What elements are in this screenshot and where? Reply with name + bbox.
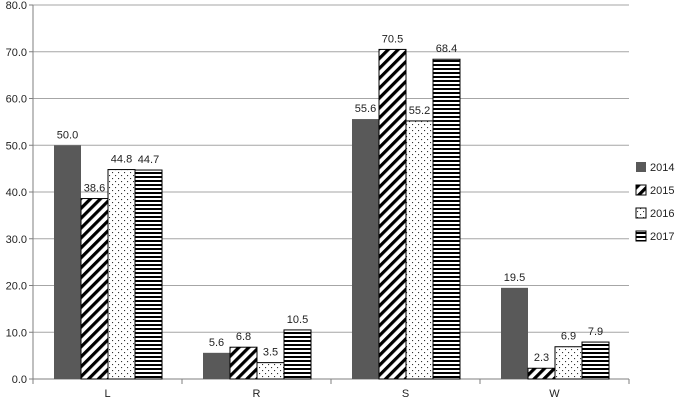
bar-2014-S bbox=[352, 119, 379, 379]
y-tick-label: 70.0 bbox=[6, 47, 27, 59]
legend-swatch bbox=[635, 207, 647, 219]
data-label: 6.9 bbox=[561, 331, 576, 343]
x-tick-label: W bbox=[549, 388, 560, 400]
data-label: 55.6 bbox=[355, 103, 376, 115]
data-label: 5.6 bbox=[209, 337, 224, 349]
bar-2017-L bbox=[134, 169, 163, 380]
axes: 0.0 10.0 20.0 30.0 40.0 50.0 60.0 70.0 80.0 L R S W bbox=[6, 0, 630, 400]
bar-2016-W bbox=[554, 346, 583, 380]
data-label: 2.3 bbox=[534, 352, 549, 364]
y-tick-label: 20.0 bbox=[6, 281, 27, 293]
bar-2017-R bbox=[283, 329, 312, 380]
legend-swatch bbox=[635, 230, 647, 242]
y-tick-label: 30.0 bbox=[6, 234, 27, 246]
bar-2017-W bbox=[581, 341, 610, 380]
bar-2015-W bbox=[527, 367, 556, 380]
x-tick-label: L bbox=[104, 388, 110, 400]
y-tick-label: 0.0 bbox=[12, 374, 27, 386]
data-label: 55.2 bbox=[409, 105, 430, 117]
y-tick-label: 40.0 bbox=[6, 187, 27, 199]
data-label: 38.6 bbox=[84, 183, 105, 195]
data-label: 44.8 bbox=[111, 154, 132, 166]
data-label: 7.9 bbox=[588, 326, 603, 338]
x-tick-label: S bbox=[402, 388, 409, 400]
bar-2017-S bbox=[432, 58, 461, 380]
bar-2016-R bbox=[256, 362, 285, 380]
bar-2015-L bbox=[80, 198, 109, 380]
bars bbox=[54, 48, 610, 380]
y-tick-label: 50.0 bbox=[6, 140, 27, 152]
bar-2015-R bbox=[229, 346, 258, 380]
bar-2015-S bbox=[378, 48, 407, 380]
bar-2014-L bbox=[54, 145, 81, 379]
data-label: 44.7 bbox=[138, 154, 159, 166]
x-tick-label: R bbox=[253, 388, 261, 400]
data-label: 10.5 bbox=[287, 314, 308, 326]
data-label: 68.4 bbox=[436, 43, 457, 55]
data-label: 3.5 bbox=[263, 347, 278, 359]
legend: 2014 2015 2016 2017 bbox=[635, 162, 674, 243]
data-label: 50.0 bbox=[57, 129, 78, 141]
data-label: 19.5 bbox=[504, 272, 525, 284]
bar-2014-W bbox=[501, 287, 528, 379]
legend-label: 2017 bbox=[650, 231, 674, 243]
y-tick-label: 60.0 bbox=[6, 94, 27, 106]
y-tick-label: 80.0 bbox=[6, 0, 27, 12]
bar-2016-S bbox=[405, 120, 434, 380]
data-labels: 50.0 5.6 55.6 19.5 38.6 6.8 70.5 2.3 44.8 3.5 55.2… bbox=[57, 33, 603, 364]
bar-2016-L bbox=[107, 169, 136, 380]
legend-label: 2015 bbox=[650, 185, 674, 197]
bar-2014-R bbox=[203, 352, 230, 379]
legend-label: 2014 bbox=[650, 162, 674, 174]
legend-label: 2016 bbox=[650, 208, 674, 220]
legend-swatch bbox=[636, 162, 646, 172]
data-label: 6.8 bbox=[236, 331, 251, 343]
data-label: 70.5 bbox=[382, 33, 403, 45]
legend-swatch bbox=[635, 184, 647, 196]
y-tick-label: 10.0 bbox=[6, 327, 27, 339]
